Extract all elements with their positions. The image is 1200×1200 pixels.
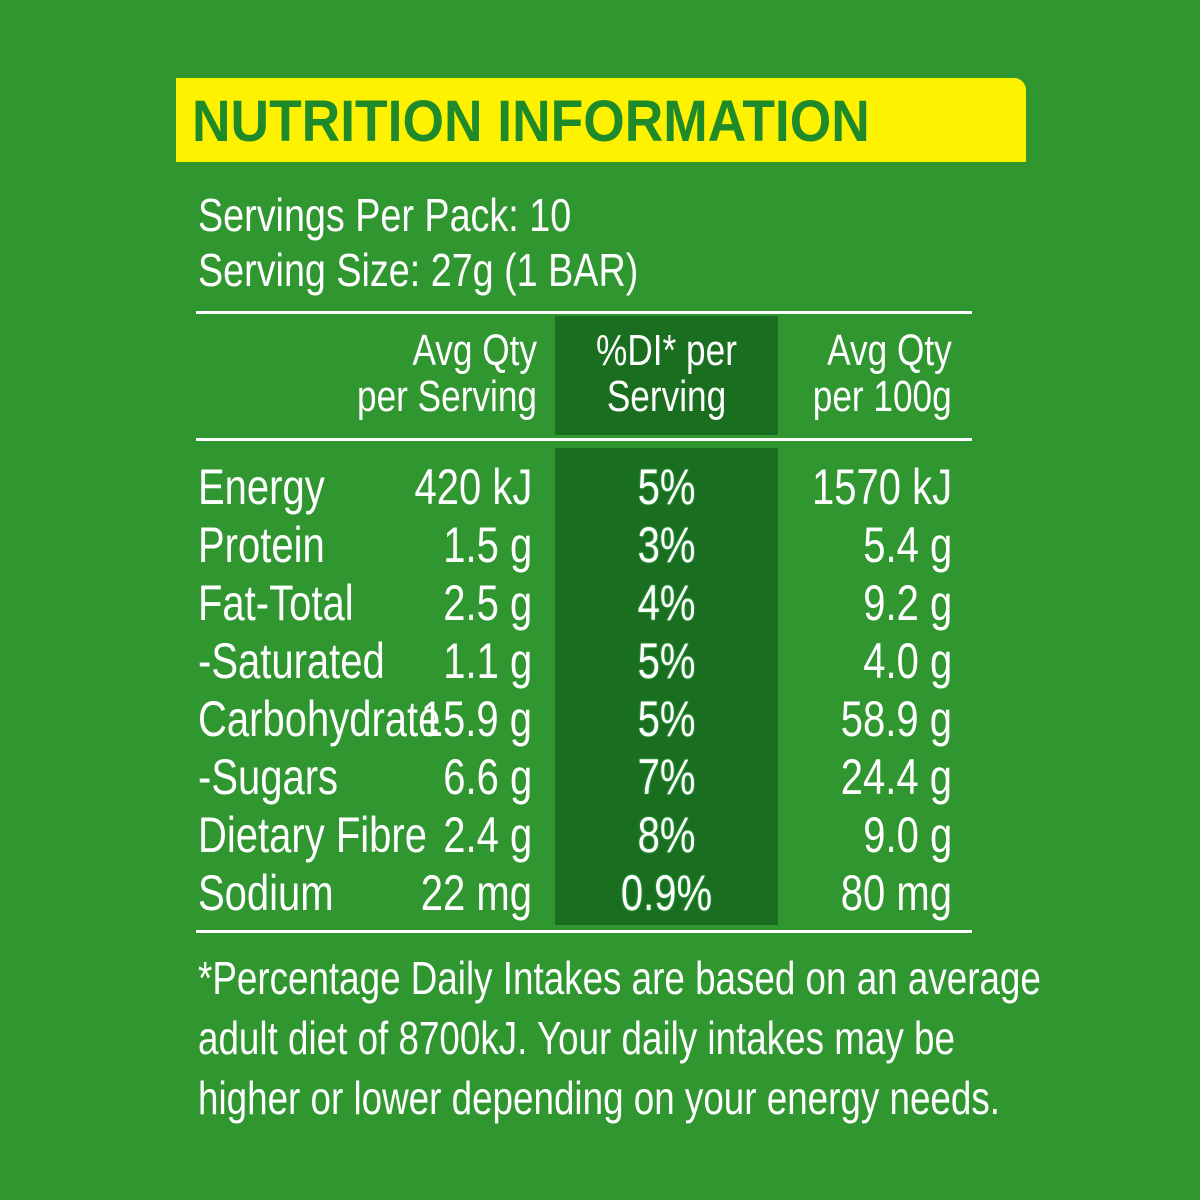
di-percent: 5% [637,633,696,689]
qty-per-100g: 58.9 g [840,691,952,747]
footnote-line1: *Percentage Daily Intakes are based on a… [198,952,1041,1004]
header-per-serving-line2: per Serving [356,372,537,421]
footnote-line2: adult diet of 8700kJ. Your daily intakes… [198,1012,955,1064]
qty-per-100g: 9.2 g [863,575,952,631]
nutrient-name: Fat-Total [198,575,354,631]
header-di-line2: Serving [606,372,727,421]
qty-per-serving: 1.5 g [443,517,532,573]
footnote-line3: higher or lower depending on your energy… [198,1072,1000,1124]
nutrient-name: Energy [198,459,325,515]
qty-per-100g: 9.0 g [863,807,952,863]
divider-header [196,438,972,441]
di-column-bg [555,448,778,925]
header-per-serving: Avg Qty per Serving [357,328,537,420]
title-bar: NUTRITION INFORMATION [176,78,1026,162]
di-percent: 7% [637,749,696,805]
nutrient-name: Sodium [198,865,334,921]
table-row: Dietary Fibre 2.4 g 8% 9.0 g [0,806,1200,864]
qty-per-100g: 4.0 g [863,633,952,689]
table-row: Energy 420 kJ 5% 1570 kJ [0,458,1200,516]
nutrient-name: Protein [198,517,325,573]
qty-per-serving: 15.9 g [420,691,532,747]
qty-per-serving: 2.4 g [443,807,532,863]
table-row: -Saturated 1.1 g 5% 4.0 g [0,632,1200,690]
nutrient-name: Carbohydrate [198,691,441,747]
table-row: Sodium 22 mg 0.9% 80 mg [0,864,1200,922]
qty-per-100g: 80 mg [840,865,952,921]
header-per-serving-line1: Avg Qty [412,326,537,375]
table-row: -Sugars 6.6 g 7% 24.4 g [0,748,1200,806]
header-per-100g: Avg Qty per 100g [813,328,952,420]
di-percent: 4% [637,575,696,631]
header-per-100g-line2: per 100g [813,372,952,421]
qty-per-serving: 2.5 g [443,575,532,631]
nutrient-name: Dietary Fibre [198,807,427,863]
table-row: Fat-Total 2.5 g 4% 9.2 g [0,574,1200,632]
di-percent: 3% [637,517,696,573]
panel-title: NUTRITION INFORMATION [192,89,870,154]
qty-per-100g: 24.4 g [840,749,952,805]
di-percent: 8% [637,807,696,863]
nutrient-name: -Sugars [198,749,339,805]
qty-per-serving: 6.6 g [443,749,532,805]
qty-per-100g: 1570 kJ [811,459,952,515]
table-row: Carbohydrate 15.9 g 5% 58.9 g [0,690,1200,748]
qty-per-serving: 22 mg [420,865,532,921]
table-row: Protein 1.5 g 3% 5.4 g [0,516,1200,574]
di-percent: 5% [637,691,696,747]
di-percent: 0.9% [620,865,713,921]
serving-size: Serving Size: 27g (1 BAR) [198,244,639,296]
divider-top [196,311,972,314]
header-per-100g-line1: Avg Qty [827,326,952,375]
qty-per-serving: 1.1 g [443,633,532,689]
servings-per-pack: Servings Per Pack: 10 [198,189,572,241]
di-column-header-bg [555,316,778,435]
qty-per-serving: 420 kJ [414,459,532,515]
qty-per-100g: 5.4 g [863,517,952,573]
nutrient-name: -Saturated [198,633,385,689]
divider-bottom [196,930,972,933]
di-percent: 5% [637,459,696,515]
header-di-line1: %DI* per [596,326,737,375]
header-di: %DI* per Serving [577,328,755,420]
footnote: *Percentage Daily Intakes are based on a… [198,948,1041,1128]
